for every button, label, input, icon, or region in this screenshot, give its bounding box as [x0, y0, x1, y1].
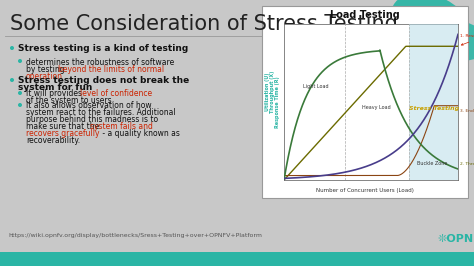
- Text: make sure that the: make sure that the: [26, 122, 101, 131]
- Text: Number of Concurrent Users (Load): Number of Concurrent Users (Load): [316, 188, 414, 193]
- Text: beyond the limits of normal: beyond the limits of normal: [58, 65, 164, 74]
- Text: Heavy Load: Heavy Load: [362, 105, 391, 110]
- Text: system for fun: system for fun: [18, 83, 92, 92]
- Bar: [262, 6, 468, 198]
- Text: recovers gracefully: recovers gracefully: [26, 129, 100, 138]
- Text: ❊OPNFV: ❊OPNFV: [438, 234, 474, 244]
- Text: Some Consideration of Stress Testing: Some Consideration of Stress Testing: [10, 14, 398, 34]
- Text: by testing: by testing: [26, 65, 67, 74]
- Ellipse shape: [392, 0, 469, 49]
- Ellipse shape: [10, 78, 14, 82]
- Text: Light Load: Light Load: [302, 84, 328, 89]
- Ellipse shape: [18, 103, 22, 107]
- Text: Load Testing: Load Testing: [330, 10, 400, 20]
- Ellipse shape: [426, 42, 464, 70]
- Text: Throughput (X): Throughput (X): [271, 71, 275, 113]
- Text: Buckle Zone: Buckle Zone: [417, 161, 447, 166]
- Ellipse shape: [18, 91, 22, 95]
- Text: level of confidence: level of confidence: [80, 89, 152, 98]
- Bar: [0, 252, 474, 266]
- Text: Response Time (R): Response Time (R): [275, 76, 281, 128]
- Text: purpose behind this madness is to: purpose behind this madness is to: [26, 115, 158, 124]
- Bar: [409, 24, 458, 180]
- Text: Stress testing does not break the: Stress testing does not break the: [18, 76, 189, 85]
- Text: - a quality known as: - a quality known as: [100, 129, 180, 138]
- Text: https://wiki.opnfv.org/display/bottlenecks/Sress+Testing+over+OPNFV+Platform: https://wiki.opnfv.org/display/bottlenec…: [8, 233, 262, 238]
- Ellipse shape: [438, 22, 474, 60]
- Text: recoverability.: recoverability.: [26, 136, 80, 145]
- Text: 2. Throughput Falling: 2. Throughput Falling: [460, 162, 474, 166]
- Text: Stress Testing: Stress Testing: [409, 106, 459, 111]
- Text: of the system to users.: of the system to users.: [26, 96, 114, 105]
- Text: Utilization (U): Utilization (U): [265, 73, 271, 111]
- Text: 1. Resource Saturated: 1. Resource Saturated: [460, 34, 474, 45]
- Text: It will provides: It will provides: [26, 89, 84, 98]
- Text: Stress testing is a kind of testing: Stress testing is a kind of testing: [18, 44, 188, 53]
- Text: It also allows observation of how: It also allows observation of how: [26, 101, 152, 110]
- Text: 3. End Users Effected: 3. End Users Effected: [460, 109, 474, 113]
- Text: operation: operation: [26, 72, 63, 81]
- Ellipse shape: [18, 59, 22, 63]
- Text: determines the robustness of software: determines the robustness of software: [26, 58, 174, 67]
- Text: system fails and: system fails and: [90, 122, 153, 131]
- Text: system react to the failures. Additional: system react to the failures. Additional: [26, 108, 176, 117]
- Ellipse shape: [10, 46, 14, 50]
